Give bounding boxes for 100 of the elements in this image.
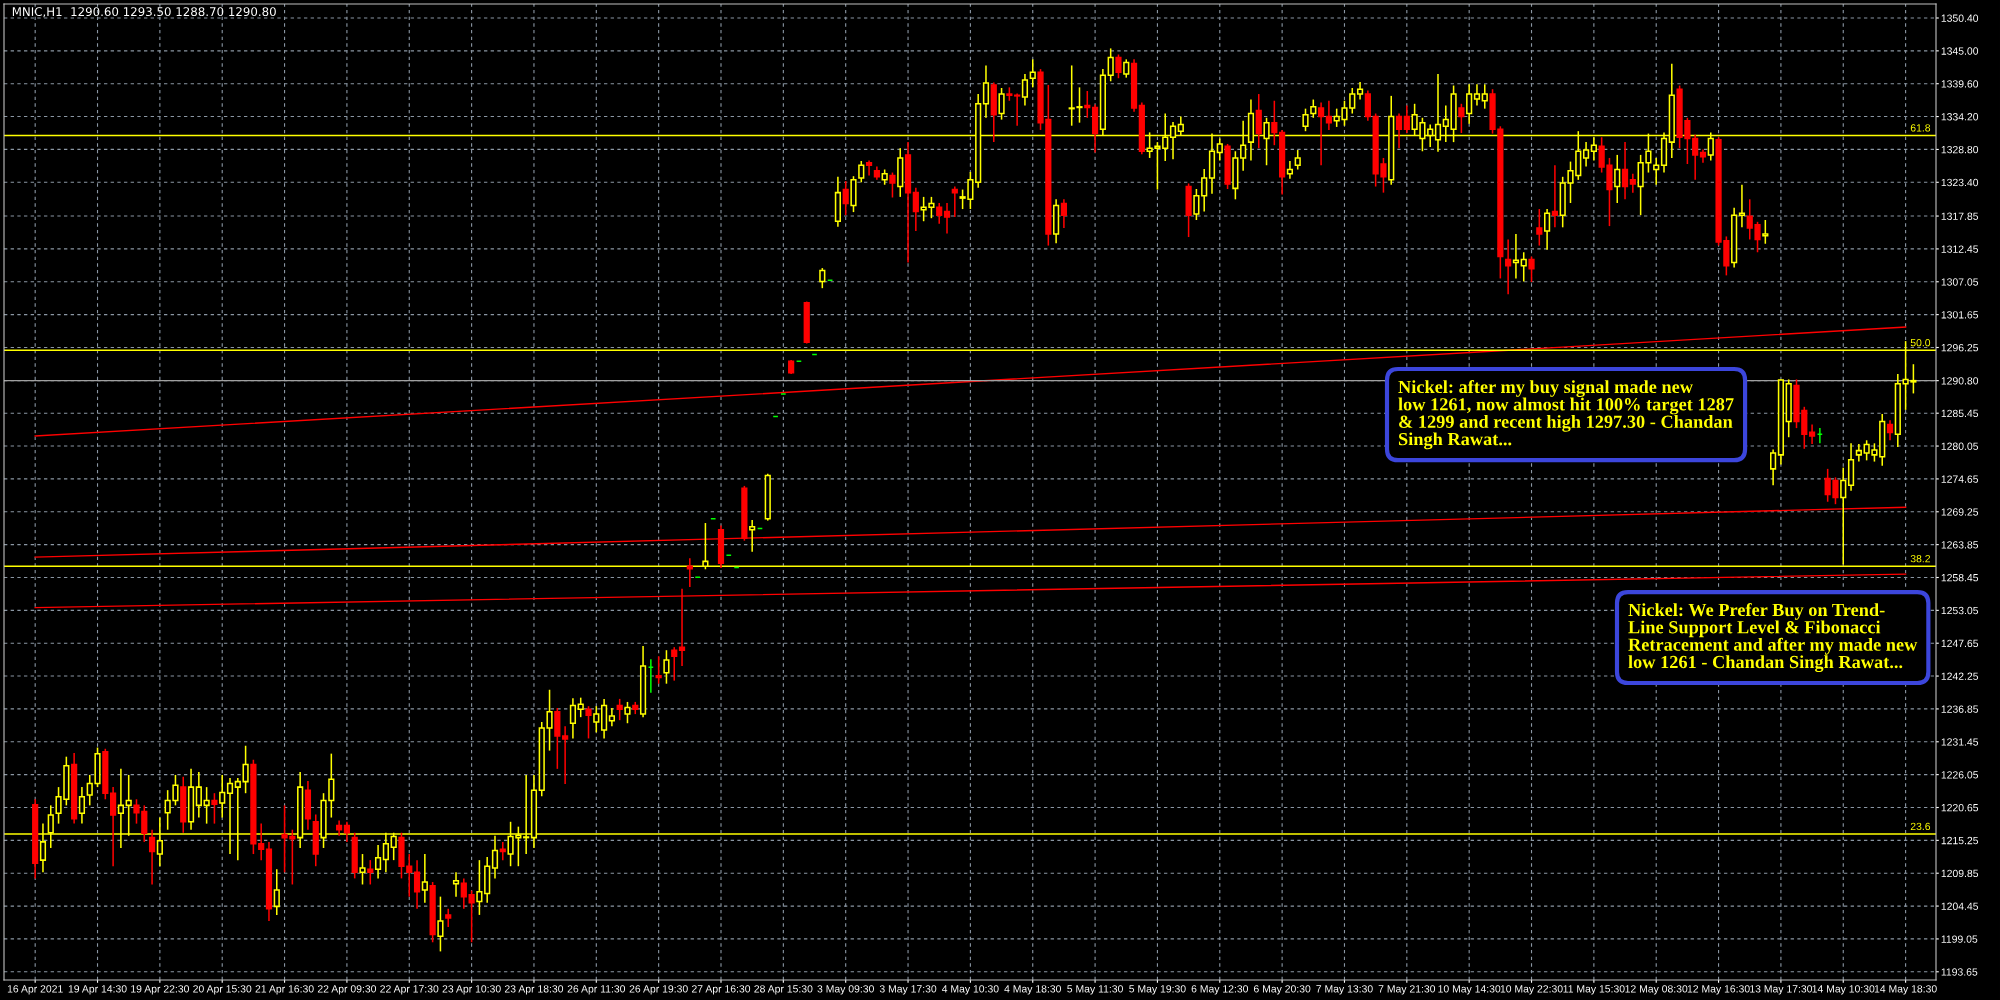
candlestick: [219, 774, 226, 819]
y-tick-label: 1296.25: [1941, 343, 1979, 352]
y-tick-label: 1274.65: [1941, 475, 1979, 483]
candlestick: [110, 786, 117, 867]
y-tick-label: 1290.80: [1941, 377, 1979, 385]
x-tick-label: 10 May 22:30: [1500, 985, 1563, 995]
y-tick-label: 1242.25: [1941, 672, 1979, 680]
y-tick-label: 1345.00: [1941, 47, 1979, 55]
annotation: Nickel: We Prefer Buy on Trend- Line Support Level & Fibonacci Retracement and after my made new low 1261 - Chandan Singh Rawat...: [1628, 603, 1918, 673]
x-tick-label: 6 May 12:30: [1191, 985, 1249, 995]
y-tick-label: 1236.85: [1941, 705, 1979, 713]
candlestick: [608, 707, 615, 728]
x-tick-label: 23 Apr 18:30: [504, 985, 564, 995]
candlestick: [912, 186, 919, 232]
y-tick-label: 1258.45: [1941, 573, 1979, 582]
candlestick: [616, 698, 623, 721]
y-tick-label: 1253.05: [1941, 606, 1979, 615]
x-tick-label: 26 Apr 19:30: [629, 985, 688, 995]
y-tick-label: 1193.65: [1941, 968, 1978, 976]
x-tick-label: 22 Apr 17:30: [380, 985, 439, 995]
y-tick-label: 1334.20: [1941, 113, 1979, 121]
y-tick-label: 1220.65: [1941, 804, 1979, 812]
candlestick: [374, 844, 382, 880]
y-tick-label: 1328.80: [1941, 145, 1979, 154]
y-tick-label: 1307.05: [1941, 278, 1979, 286]
y-tick-label: 1215.25: [1941, 836, 1979, 845]
annotation: 50.0: [1910, 338, 1931, 347]
candlestick: [343, 821, 351, 843]
x-tick-label: 23 Apr 10:30: [442, 985, 501, 995]
candlestick: [499, 841, 506, 861]
candlestick: [1403, 104, 1410, 134]
x-tick-label: 4 May 10:30: [941, 985, 999, 995]
x-tick-label: 7 May 13:30: [1316, 985, 1373, 995]
x-tick-label: 19 Apr 22:30: [131, 985, 189, 995]
candlestick: [1473, 83, 1481, 107]
x-tick-label: 5 May 19:30: [1129, 985, 1186, 995]
chart-title: MNIC,H1 1290.60 1293.50 1288.70 1290.80: [12, 7, 276, 18]
candlestick: [998, 87, 1005, 121]
candlestick: [1458, 103, 1465, 134]
y-tick-label: 1350.40: [1941, 14, 1979, 22]
candlestick: [1084, 90, 1091, 119]
candlestick: [1123, 58, 1130, 79]
x-tick-label: 13 May 17:30: [1750, 985, 1813, 995]
x-tick-label: 3 May 17:30: [879, 985, 937, 995]
candlestick: [1029, 58, 1036, 89]
candlestick: [1294, 149, 1301, 171]
y-tick-label: 1204.45: [1941, 902, 1979, 910]
x-tick-label: 3 May 09:30: [817, 985, 874, 995]
candlestick: [195, 771, 202, 819]
candlestick: [1021, 73, 1029, 107]
y-tick-label: 1317.85: [1941, 212, 1979, 220]
candlestick: [421, 853, 428, 904]
y-tick-label: 1226.05: [1941, 771, 1979, 779]
candlestick: [585, 705, 592, 740]
candlestick: [1060, 198, 1068, 229]
candlestick: [460, 877, 467, 910]
candlestick: [468, 889, 475, 944]
candlestick: [437, 895, 444, 953]
candlestick: [842, 180, 849, 216]
x-tick-label: 12 May 08:30: [1625, 985, 1688, 995]
candlestick: [1364, 89, 1371, 122]
candlestick: [1255, 93, 1262, 149]
candlestick: [78, 786, 86, 825]
candlestick: [1614, 154, 1621, 204]
candlestick: [1512, 233, 1520, 280]
candlestick: [624, 701, 631, 724]
candlestick: [1271, 99, 1278, 146]
candlestick: [258, 822, 265, 861]
y-tick-label: 1209.85: [1941, 869, 1979, 878]
candlestick: [1528, 255, 1535, 283]
candlestick: [1762, 219, 1769, 245]
x-tick-label: 12 May 16:30: [1687, 985, 1750, 995]
candlestick: [1536, 208, 1543, 247]
y-tick-label: 1285.45: [1941, 409, 1979, 418]
candlestick: [367, 859, 374, 886]
y-tick-label: 1312.45: [1941, 245, 1979, 253]
x-tick-label: 4 May 18:30: [1004, 985, 1061, 995]
candlestick: [1481, 83, 1488, 110]
annotation: 38.2: [1910, 554, 1931, 563]
y-tick-label: 1339.60: [1941, 80, 1979, 88]
annotation: 61.8: [1910, 124, 1931, 132]
candlestick: [452, 871, 460, 898]
candlestick: [1216, 137, 1223, 162]
candlestick: [1653, 157, 1660, 186]
y-tick-label: 1323.40: [1941, 178, 1979, 187]
candlestick: [1692, 134, 1699, 181]
candlestick: [203, 786, 210, 825]
y-tick-label: 1269.25: [1941, 508, 1979, 516]
x-tick-label: 28 Apr 15:30: [754, 985, 813, 995]
candlestick: [889, 171, 896, 199]
candlestick: [663, 649, 670, 685]
y-tick-label: 1301.65: [1941, 311, 1979, 319]
x-tick-label: 6 May 20:30: [1254, 985, 1311, 995]
x-tick-label: 16 Apr 2021: [7, 985, 63, 995]
candlestick: [982, 64, 990, 119]
candlestick: [655, 655, 662, 685]
candlestick: [1325, 99, 1332, 131]
candlestick: [1808, 423, 1816, 445]
candlestick: [562, 725, 569, 785]
candlestick: [671, 646, 678, 682]
